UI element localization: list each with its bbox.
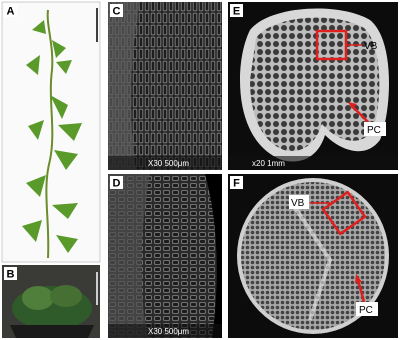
panel-b: B (2, 265, 100, 338)
scale-text: X30 500μm (148, 327, 189, 336)
panel-label: E (233, 6, 240, 18)
annotation: PC (367, 125, 381, 136)
panel-a: A (1, 1, 101, 263)
panel-e: x20 1mm VB PC E (228, 2, 398, 170)
scale-text: X30 500μm (148, 159, 189, 168)
panel-label: A (7, 6, 15, 18)
panel-c: X30 500μm C (108, 2, 222, 170)
panel-f: VB PC F (228, 174, 398, 338)
scale-text: x20 1mm (252, 159, 285, 168)
panel-d: X30 500μm D (108, 174, 222, 338)
panel-label: F (233, 178, 240, 190)
annotation: PC (359, 305, 373, 316)
annotation: VB (364, 41, 378, 52)
panel-label: C (113, 6, 121, 18)
panel-label: D (113, 178, 121, 190)
annotation: VB (291, 198, 305, 209)
panel-label: B (7, 269, 15, 281)
